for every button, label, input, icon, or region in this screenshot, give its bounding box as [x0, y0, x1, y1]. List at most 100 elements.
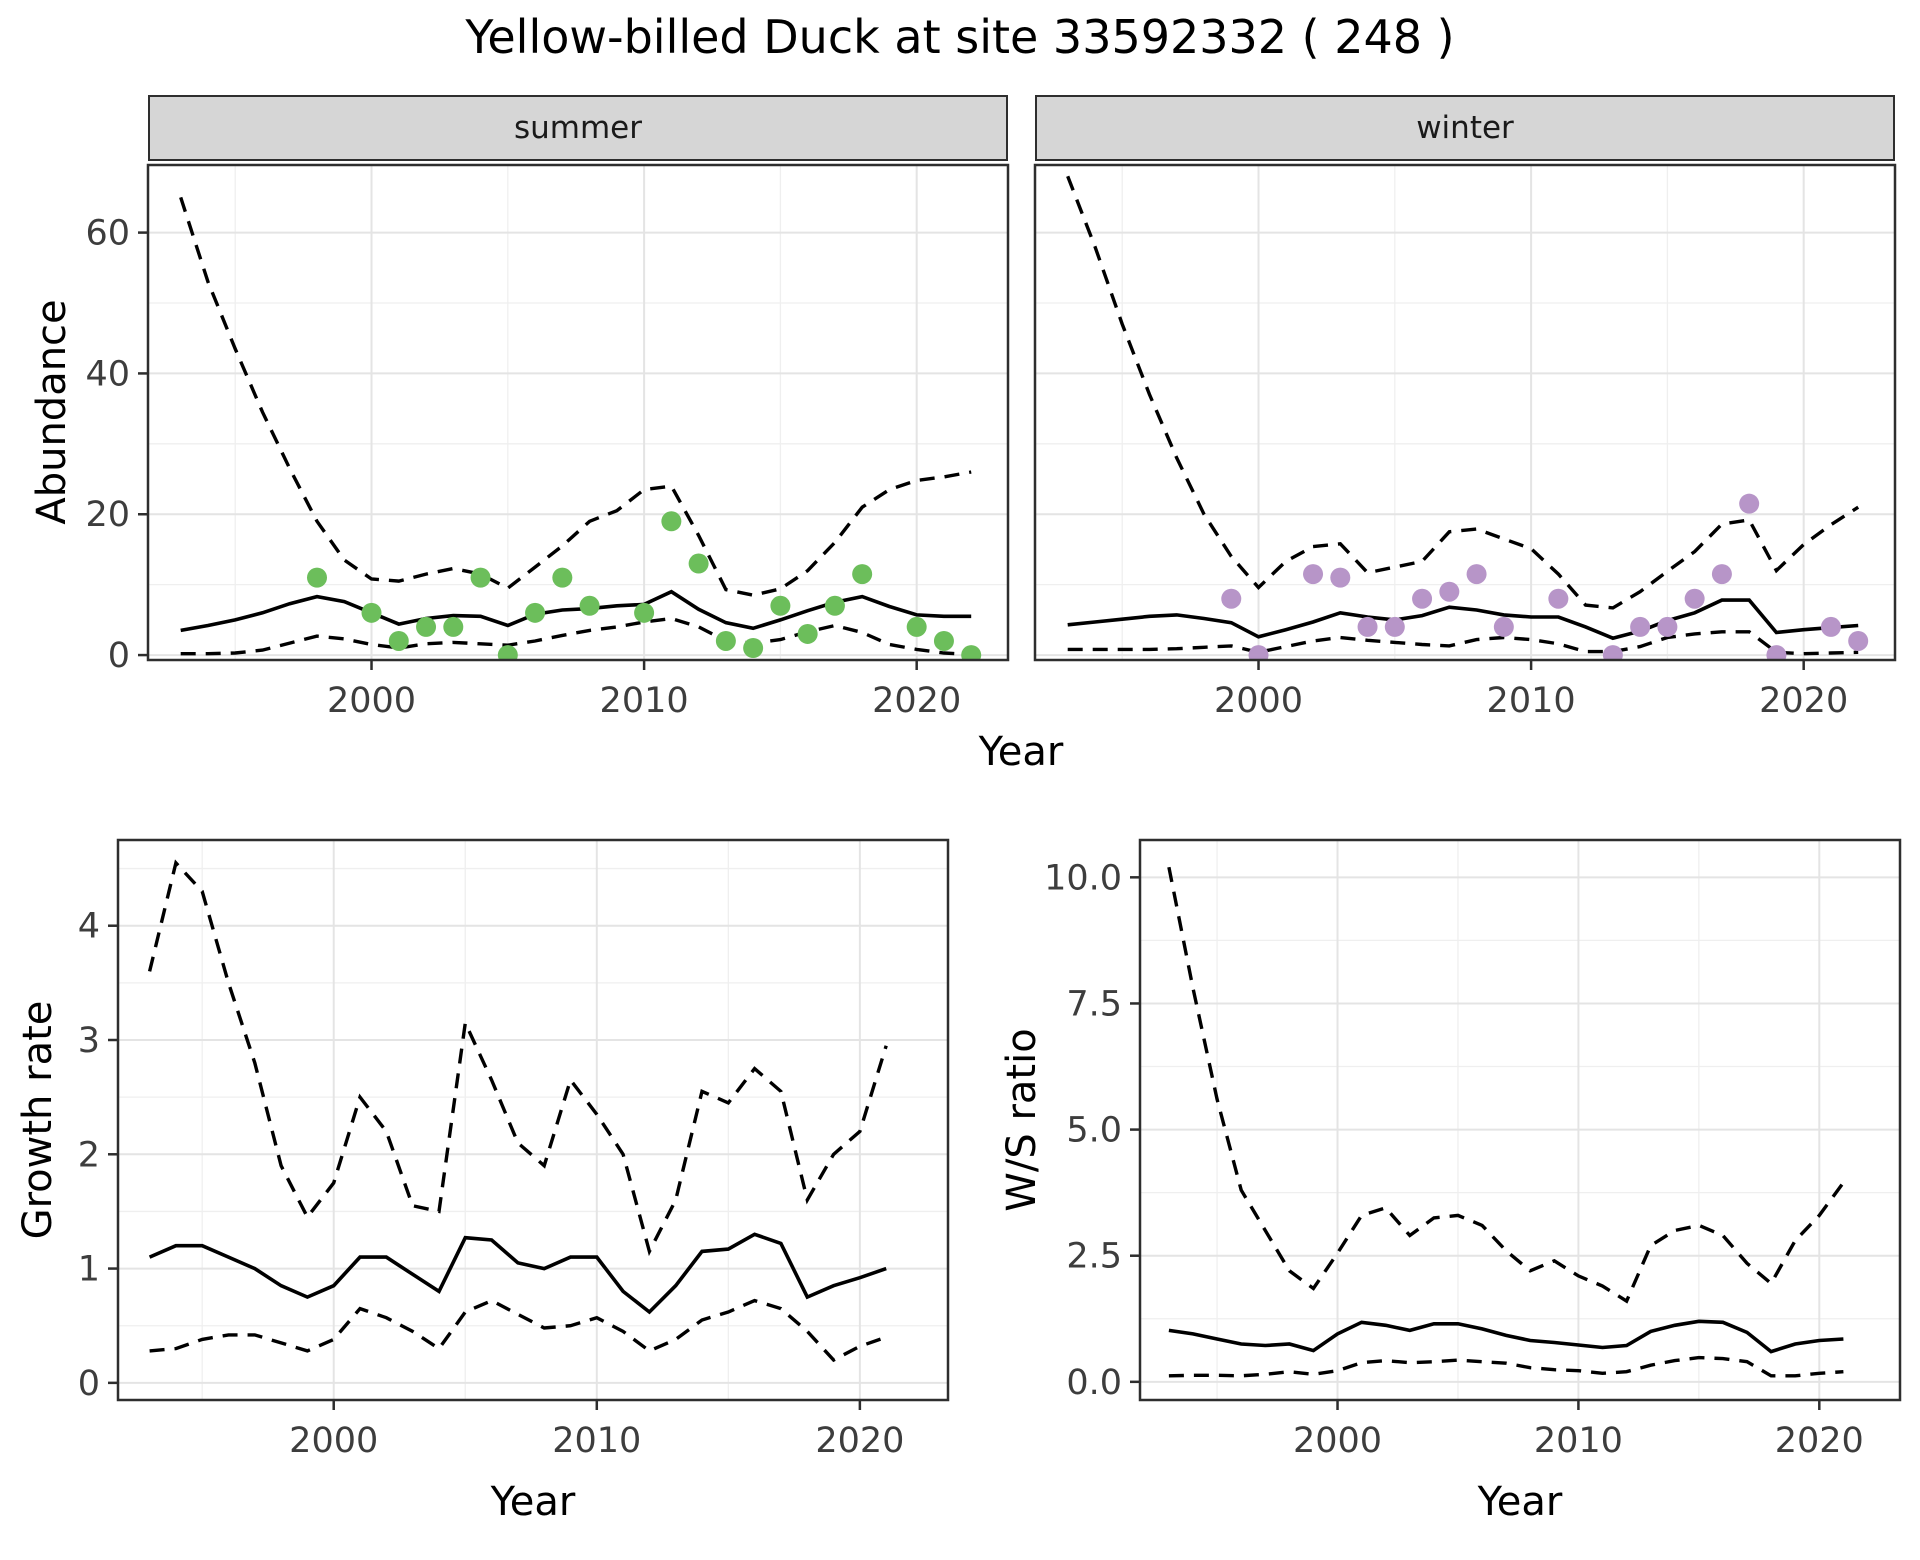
gridlines-minor-ws-ratio [1140, 840, 1900, 1400]
x-tick-label-abundance-summer-2000: 2000 [327, 681, 416, 721]
ws-ratio-dashed-line-1 [1168, 1355, 1844, 1378]
y-tick-label-growth-rate-0: 0 [78, 1364, 100, 1404]
panel-abundance-summer: 2000 2010 2020 0 20 40 60 [85, 163, 1010, 721]
data-point-abundance-summer-1998 [307, 567, 328, 588]
data-point-abundance-winter-2002 [1303, 564, 1324, 585]
data-point-abundance-winter-1999 [1221, 588, 1242, 609]
panel-background-ws-ratio [1140, 840, 1900, 1400]
data-point-abundance-winter-2007 [1439, 581, 1460, 602]
y-axis-title-ws-ratio: W/S ratio [999, 1028, 1045, 1212]
chart-title: Yellow-billed Duck at site 33592332 ( 24… [465, 10, 1455, 64]
data-point-abundance-winter-2018 [1739, 493, 1760, 514]
x-axis-growth-rate: 2000 2010 2020 [289, 1400, 904, 1461]
panel-background-abundance-summer [148, 165, 1008, 660]
gridlines-minor-abundance-winter [1035, 165, 1895, 660]
points-abundance-winter [1221, 493, 1869, 660]
ws-ratio-dashed-line-2 [1167, 866, 1845, 1304]
data-point-abundance-summer-2010 [634, 602, 655, 623]
data-point-abundance-winter-2006 [1412, 588, 1433, 609]
data-point-abundance-summer-2017 [824, 595, 845, 616]
x-axis-title-year-ws: Year [1477, 1479, 1563, 1525]
data-point-abundance-winter-2015 [1657, 616, 1678, 637]
x-tick-label-abundance-winter-2010: 2010 [1487, 681, 1576, 721]
abundance-summer-dashed-line-1 [180, 616, 972, 657]
facet-strip-summer: summer [148, 95, 1008, 161]
gridlines-major-ws-ratio [1140, 840, 1900, 1400]
y-tick-label-abundance-summer-20: 20 [85, 495, 130, 535]
y-tick-label-ws-ratio-10.0: 10.0 [1044, 858, 1122, 898]
data-point-abundance-winter-2009 [1493, 616, 1514, 637]
panel-border-abundance-winter [1033, 163, 1897, 662]
x-axis-abundance-winter: 2000 2010 2020 [1214, 660, 1848, 721]
data-point-abundance-summer-2006 [525, 602, 546, 623]
panel-growth-rate: 2000 2010 2020 0 1 2 3 4 [78, 838, 950, 1461]
facet-strip-winter-label: winter [1416, 110, 1514, 146]
data-point-abundance-summer-2022 [961, 645, 982, 660]
data-point-abundance-summer-2001 [388, 630, 409, 651]
data-point-abundance-summer-2015 [770, 595, 791, 616]
data-point-abundance-summer-2000 [361, 602, 382, 623]
data-point-abundance-summer-2003 [443, 616, 464, 637]
data-point-abundance-summer-2011 [661, 511, 682, 532]
y-tick-label-abundance-summer-60: 60 [85, 214, 130, 254]
x-tick-label-abundance-summer-2020: 2020 [872, 681, 961, 721]
panel-abundance-winter: 2000 2010 2020 [1033, 163, 1897, 721]
data-point-abundance-summer-2008 [579, 595, 600, 616]
data-point-abundance-winter-2014 [1630, 616, 1651, 637]
x-tick-label-abundance-summer-2010: 2010 [600, 681, 689, 721]
y-tick-label-ws-ratio-7.5: 7.5 [1066, 984, 1122, 1024]
panel-border-growth-rate [116, 838, 950, 1402]
y-axis-title-growth-rate: Growth rate [15, 1000, 61, 1240]
y-axis-abundance-summer: 0 20 40 60 [85, 214, 148, 676]
panel-ws-ratio: 2000 2010 2020 0.0 2.5 5.0 7.5 10.0 [1044, 838, 1902, 1461]
x-axis-title-year-top: Year [978, 729, 1064, 775]
y-tick-label-abundance-summer-0: 0 [108, 636, 130, 676]
panel-border-abundance-summer [146, 163, 1010, 662]
x-tick-label-ws-ratio-2010: 2010 [1534, 1421, 1623, 1461]
y-axis-growth-rate: 0 1 2 3 4 [78, 907, 118, 1404]
data-point-abundance-summer-2004 [470, 567, 491, 588]
data-point-abundance-winter-2013 [1602, 645, 1623, 660]
panel-border-ws-ratio [1138, 838, 1902, 1402]
abundance-winter-dashed-line-1 [1067, 630, 1859, 656]
x-tick-label-growth-rate-2000: 2000 [289, 1421, 378, 1461]
x-tick-label-abundance-winter-2020: 2020 [1759, 681, 1848, 721]
growth-rate-dashed-line-2 [147, 859, 888, 1257]
panel-background-abundance-winter [1035, 165, 1895, 660]
data-point-abundance-winter-2005 [1384, 616, 1405, 637]
data-point-abundance-summer-2007 [552, 567, 573, 588]
data-point-abundance-winter-2008 [1466, 564, 1487, 585]
x-tick-label-growth-rate-2020: 2020 [815, 1421, 904, 1461]
data-point-abundance-summer-2014 [743, 638, 764, 659]
abundance-winter-dashed-line-2 [1066, 175, 1860, 610]
data-point-abundance-summer-2016 [797, 623, 818, 644]
data-point-abundance-winter-2004 [1357, 616, 1378, 637]
x-tick-label-ws-ratio-2020: 2020 [1775, 1421, 1864, 1461]
data-point-abundance-winter-2003 [1330, 567, 1351, 588]
ws-ratio-solid-line-0 [1168, 1319, 1844, 1354]
y-axis-title-abundance: Abundance [29, 299, 75, 525]
data-point-abundance-winter-2000 [1248, 645, 1269, 660]
abundance-summer-dashed-line-2 [179, 196, 972, 597]
y-tick-label-ws-ratio-2.5: 2.5 [1066, 1237, 1122, 1277]
y-tick-label-abundance-summer-40: 40 [85, 354, 130, 394]
gridlines-major-abundance-winter [1035, 165, 1895, 660]
panel-background-growth-rate [118, 840, 948, 1400]
x-tick-label-abundance-winter-2000: 2000 [1214, 681, 1303, 721]
x-axis-ws-ratio: 2000 2010 2020 [1293, 1400, 1864, 1461]
data-point-abundance-summer-2018 [852, 564, 873, 585]
points-abundance-summer [307, 511, 982, 660]
y-tick-label-growth-rate-1: 1 [78, 1250, 100, 1290]
x-tick-label-ws-ratio-2000: 2000 [1293, 1421, 1382, 1461]
data-point-abundance-summer-2020 [906, 616, 927, 637]
data-point-abundance-summer-2012 [688, 553, 709, 574]
data-point-abundance-summer-2005 [497, 645, 518, 660]
x-axis-abundance-summer: 2000 2010 2020 [327, 660, 961, 721]
growth-rate-solid-line-0 [148, 1232, 887, 1315]
data-point-abundance-winter-2017 [1711, 564, 1732, 585]
data-point-abundance-winter-2021 [1820, 616, 1841, 637]
data-point-abundance-winter-2016 [1684, 588, 1705, 609]
data-point-abundance-summer-2013 [715, 630, 736, 651]
